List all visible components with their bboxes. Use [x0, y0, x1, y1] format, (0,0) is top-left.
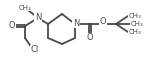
Text: CH₃: CH₃ [131, 21, 143, 27]
Text: N: N [35, 13, 41, 21]
Text: Cl: Cl [31, 45, 39, 54]
Text: O: O [87, 34, 93, 42]
Text: O: O [9, 20, 15, 30]
Text: O: O [100, 17, 106, 27]
Text: CH₃: CH₃ [129, 29, 141, 35]
Text: CH₃: CH₃ [19, 5, 31, 11]
Text: CH₃: CH₃ [129, 13, 141, 19]
Text: N: N [73, 18, 79, 27]
